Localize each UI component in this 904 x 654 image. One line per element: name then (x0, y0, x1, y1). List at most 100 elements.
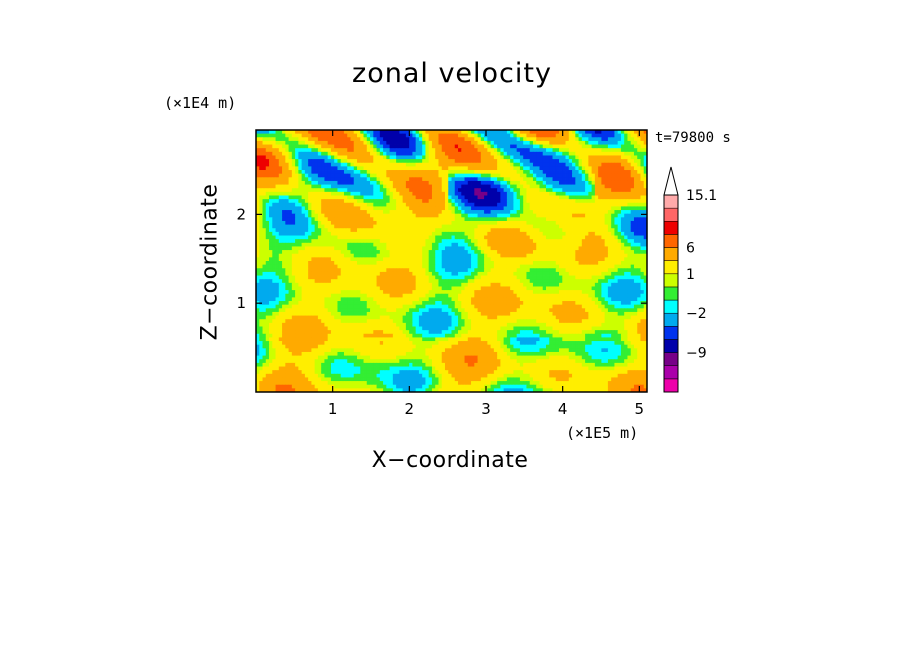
heatmap-cell (298, 170, 303, 175)
heatmap-cell (627, 166, 632, 171)
heatmap-cell (519, 137, 524, 142)
heatmap-cell (379, 133, 384, 138)
heatmap-cell (379, 228, 384, 233)
heatmap-cell (389, 264, 394, 269)
heatmap-cell (366, 213, 371, 218)
heatmap-cell (311, 180, 316, 185)
heatmap-cell (295, 235, 299, 240)
heatmap-cell (262, 151, 267, 156)
heatmap-cell (624, 177, 628, 182)
heatmap-cell (304, 133, 309, 138)
heatmap-cell (493, 191, 498, 196)
heatmap-cell (607, 188, 612, 193)
heatmap-cell (288, 253, 293, 258)
heatmap-cell (624, 242, 628, 247)
heatmap-cell (444, 235, 449, 240)
heatmap-cell (392, 148, 397, 153)
heatmap-cell (497, 166, 501, 171)
heatmap-cell (431, 279, 436, 284)
heatmap-cell (490, 202, 495, 207)
heatmap-cell (539, 224, 544, 229)
heatmap-cell (585, 184, 589, 189)
heatmap-cell (451, 155, 456, 160)
heatmap-cell (428, 140, 433, 145)
heatmap-cell (510, 130, 514, 135)
heatmap-cell (405, 162, 410, 167)
heatmap-cell (529, 231, 534, 236)
heatmap-cell (357, 191, 361, 196)
heatmap-cell (265, 275, 270, 280)
heatmap-cell (529, 130, 534, 135)
heatmap-cell (370, 173, 374, 178)
heatmap-cell (467, 206, 472, 211)
heatmap-cell (291, 133, 296, 138)
heatmap-cell (565, 261, 570, 266)
heatmap-cell (601, 275, 606, 280)
heatmap-cell (428, 206, 433, 211)
heatmap-cell (451, 271, 456, 276)
heatmap-cell (431, 228, 436, 233)
heatmap-cell (493, 148, 498, 153)
heatmap-cell (278, 166, 283, 171)
heatmap-cell (493, 144, 498, 149)
heatmap-cell (464, 279, 469, 284)
heatmap-cell (275, 184, 280, 189)
heatmap-cell (415, 257, 420, 262)
heatmap-cell (422, 231, 426, 236)
heatmap-cell (415, 228, 420, 233)
heatmap-cell (425, 180, 430, 185)
heatmap-cell (330, 220, 335, 226)
heatmap-cell (536, 202, 540, 207)
heatmap-cell (350, 188, 355, 193)
heatmap-cell (529, 206, 534, 211)
heatmap-cell (256, 242, 260, 247)
heatmap-cell (418, 275, 423, 280)
heatmap-cell (500, 235, 505, 240)
heatmap-cell (464, 173, 469, 178)
heatmap-cell (559, 271, 563, 276)
heatmap-cell (559, 202, 563, 207)
heatmap-cell (643, 170, 647, 175)
heatmap-cell (575, 144, 579, 149)
heatmap-cell (256, 130, 260, 135)
heatmap-cell (428, 188, 433, 193)
heatmap-cell (422, 159, 426, 164)
heatmap-cell (275, 275, 280, 280)
heatmap-cell (510, 151, 514, 156)
heatmap-cell (516, 264, 521, 269)
heatmap-cell (614, 195, 619, 200)
heatmap-cell (536, 180, 540, 185)
heatmap-cell (304, 188, 309, 193)
heatmap-cell (536, 239, 540, 244)
heatmap-cell (376, 224, 381, 229)
heatmap-cell (575, 213, 579, 218)
heatmap-cell (330, 148, 335, 153)
heatmap-cell (340, 173, 345, 178)
heatmap-cell (363, 279, 368, 284)
heatmap-cell (269, 239, 273, 244)
heatmap-cell (357, 242, 361, 247)
heatmap-cell (568, 210, 573, 215)
heatmap-cell (451, 246, 456, 251)
heatmap-cell (298, 144, 303, 149)
heatmap-cell (503, 271, 508, 276)
heatmap-cell (321, 180, 325, 185)
heatmap-cell (357, 177, 361, 182)
heatmap-cell (490, 206, 495, 211)
heatmap-cell (425, 250, 430, 255)
heatmap-cell (269, 130, 273, 135)
heatmap-cell (314, 261, 319, 266)
heatmap-cell (379, 140, 384, 145)
heatmap-cell (607, 206, 612, 211)
heatmap-cell (383, 144, 387, 149)
heatmap-cell (565, 253, 570, 258)
heatmap-cell (611, 213, 615, 218)
heatmap-cell (458, 202, 462, 207)
heatmap-cell (594, 275, 599, 280)
heatmap-cell (471, 224, 475, 229)
heatmap-cell (477, 162, 482, 167)
heatmap-cell (549, 188, 553, 193)
x-axis-title: X−coordinate (371, 448, 529, 473)
heatmap-cell (487, 264, 491, 269)
heatmap-cell (376, 242, 381, 247)
